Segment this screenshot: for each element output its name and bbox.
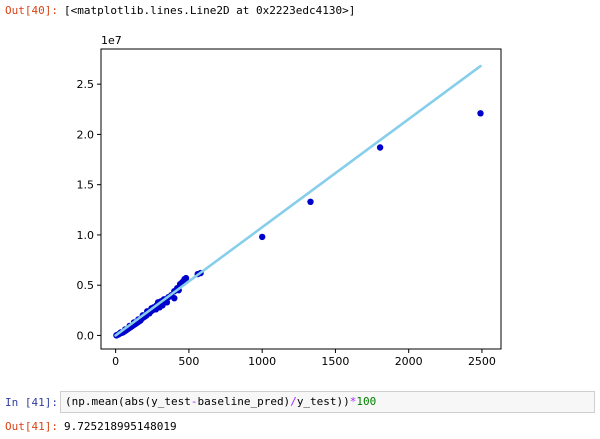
- code-operator: /: [290, 395, 297, 408]
- code-input[interactable]: (np.mean(abs(y_test-baseline_pred)/y_tes…: [60, 391, 595, 413]
- out41-prompt: Out[41]:: [5, 420, 58, 433]
- x-tick-label: 0: [112, 355, 119, 368]
- plot-output: 0 500 1000 1500 2000 2500 0.00.51.01.52.02.5 …: [77, 34, 502, 368]
- y-axis-ticks: 0.0 0.5 1.0 1.5 2.0 2.5: [77, 78, 101, 342]
- x-tick-label: 2500: [468, 355, 496, 368]
- scatter-point: [376, 144, 384, 151]
- y-tick-label: 2.0: [77, 128, 95, 141]
- code-part: y_test)): [296, 395, 350, 408]
- out40-text: [<matplotlib.lines.Line2D at 0x2223edc41…: [64, 4, 356, 17]
- code-part: baseline_pred): [197, 395, 291, 408]
- code-operator: *: [349, 395, 357, 408]
- y-tick-label: 0.5: [77, 279, 95, 292]
- scatter-point: [477, 110, 484, 117]
- x-tick-label: 500: [178, 355, 199, 368]
- code-operator: -: [190, 395, 198, 408]
- out41-text: 9.725218995148019: [64, 420, 177, 433]
- x-tick-label: 1000: [248, 355, 276, 368]
- y-tick-label: 0.0: [77, 329, 95, 342]
- plot-area: [113, 64, 484, 339]
- y-tick-label: 1.5: [77, 179, 95, 192]
- x-tick-label: 2000: [395, 355, 423, 368]
- out40-prompt: Out[40]:: [5, 4, 58, 17]
- y-tick-label: 2.5: [77, 78, 95, 91]
- code-number: 100: [356, 395, 377, 408]
- regression-line: [114, 64, 482, 337]
- axes-frame: [100, 48, 502, 350]
- in41-prompt: In [41]:: [5, 396, 58, 409]
- y-tick-label: 1.0: [77, 229, 95, 242]
- x-tick-label: 1500: [321, 355, 349, 368]
- scatter-point: [171, 295, 178, 302]
- scatter-point: [307, 198, 314, 205]
- code-part: (np.mean(abs(y_test: [65, 395, 191, 408]
- y-offset-label: 1e7: [101, 34, 122, 47]
- scatter-point: [259, 233, 266, 241]
- x-axis-ticks: 0 500 1000 1500 2000 2500: [112, 349, 496, 368]
